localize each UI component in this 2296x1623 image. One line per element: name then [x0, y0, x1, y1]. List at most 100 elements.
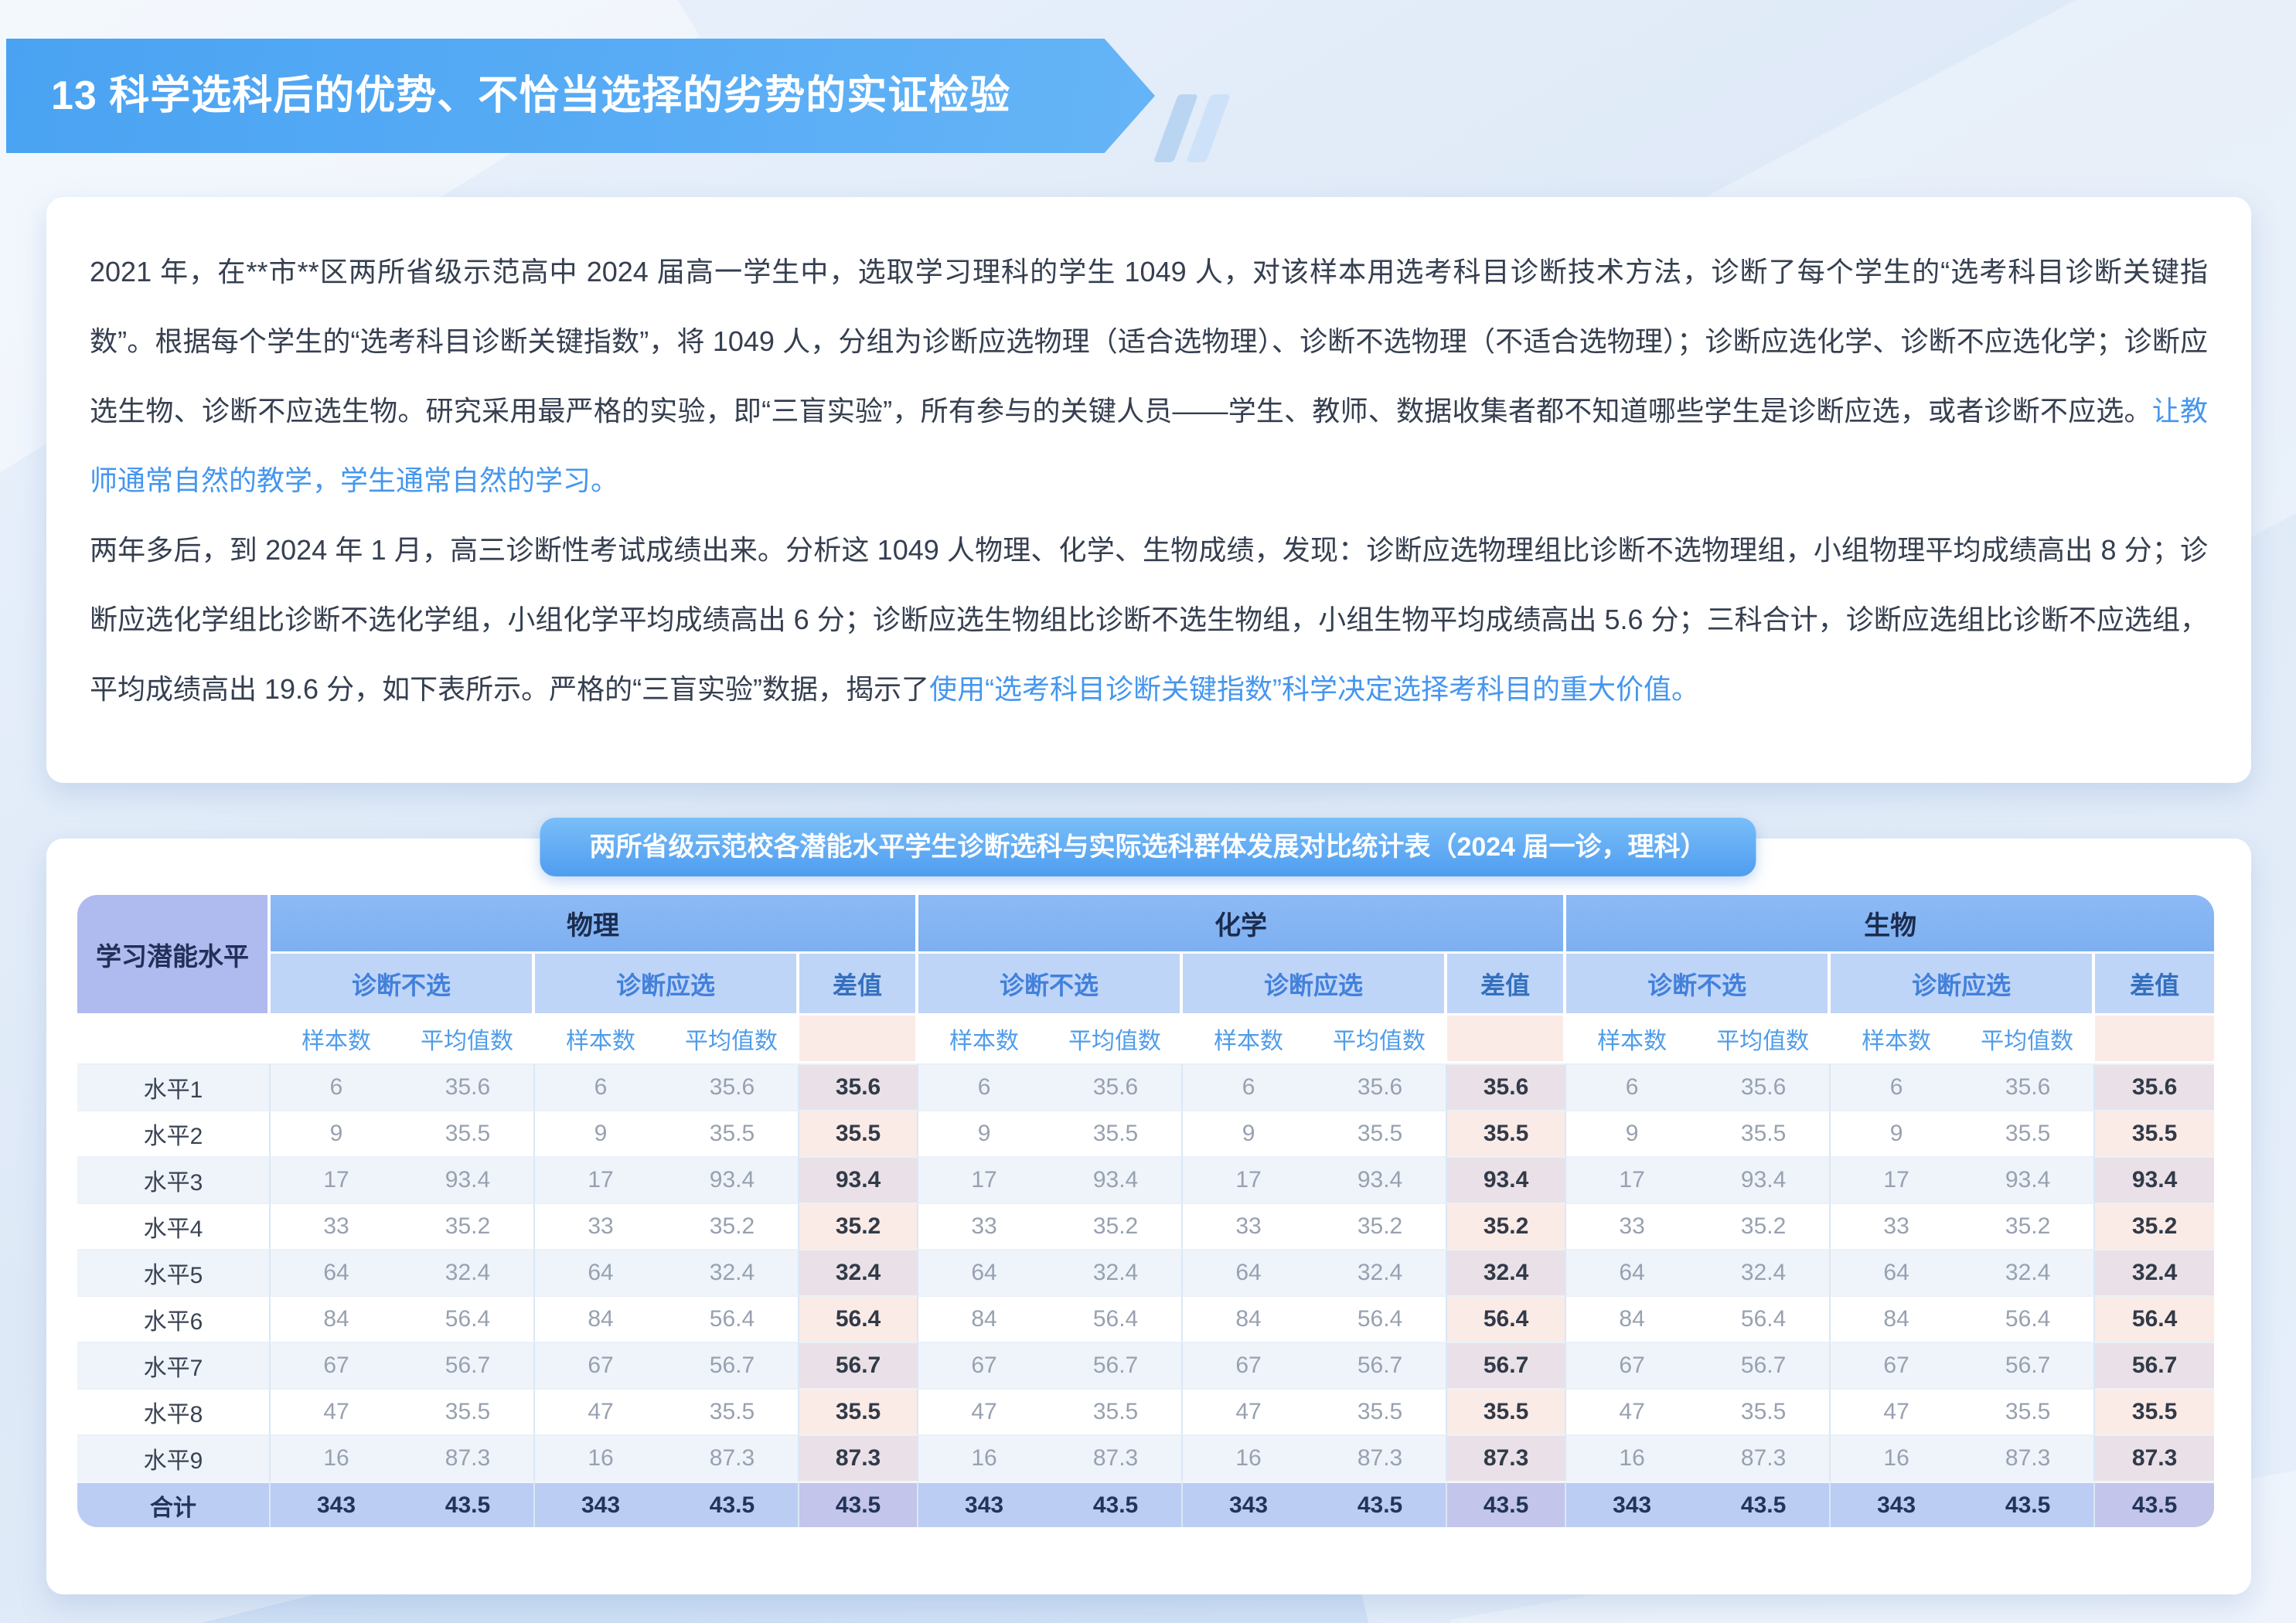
group-header-should-select: 诊断应选: [1831, 954, 2096, 1016]
mean-score-header: 平均值数: [1314, 1016, 1448, 1063]
diff-cell: 35.5: [1447, 1110, 1567, 1156]
sample-cell: 84: [1831, 1295, 1963, 1342]
sample-cell: 64: [1831, 1249, 1963, 1295]
sample-cell: 47: [1831, 1388, 1963, 1434]
diff-cell: 35.5: [2095, 1110, 2214, 1156]
level-cell: 水平6: [77, 1295, 271, 1342]
level-cell: 水平7: [77, 1342, 271, 1388]
mean-cell: 56.4: [1962, 1295, 2096, 1342]
mean-cell: 93.4: [1698, 1156, 1831, 1203]
subject-header: 物理: [271, 895, 919, 954]
mean-cell: 35.2: [1962, 1203, 2096, 1249]
level-cell: 水平5: [77, 1249, 271, 1295]
sample-cell: 9: [918, 1110, 1051, 1156]
mean-cell: 35.5: [1962, 1388, 2096, 1434]
sample-cell: 17: [535, 1156, 666, 1203]
sample-cell: 16: [1566, 1434, 1698, 1481]
diff-cell: 43.5: [1447, 1481, 1567, 1527]
diff-cell: 35.2: [799, 1203, 919, 1249]
sample-count-header: 样本数: [1831, 1016, 1963, 1063]
diff-cell: 93.4: [2095, 1156, 2214, 1203]
mean-cell: 35.5: [1050, 1388, 1184, 1434]
mean-cell: 56.4: [666, 1295, 799, 1342]
mean-cell: 56.7: [1698, 1342, 1831, 1388]
sample-cell: 64: [918, 1249, 1051, 1295]
blank-cell: [77, 1016, 271, 1063]
sample-cell: 33: [1831, 1203, 1963, 1249]
mean-cell: 43.5: [1962, 1481, 2096, 1527]
diff-header: 差值: [799, 954, 919, 1016]
mean-score-header: 平均值数: [1962, 1016, 2096, 1063]
mean-cell: 35.6: [1698, 1063, 1831, 1110]
diff-cell: 35.5: [799, 1110, 919, 1156]
diff-cell: 32.4: [799, 1249, 919, 1295]
mean-cell: 93.4: [402, 1156, 535, 1203]
sample-count-header: 样本数: [1566, 1016, 1698, 1063]
diff-blank-cell: [2095, 1016, 2214, 1063]
group-header-no-select: 诊断不选: [918, 954, 1184, 1016]
table-row: 水平3 17 93.4 17 93.4 93.4 17 93.4 17 93.4 93.4 17 93.…: [77, 1156, 2214, 1203]
mean-cell: 35.2: [1698, 1203, 1831, 1249]
diff-cell: 35.6: [799, 1063, 919, 1110]
sample-cell: 9: [1831, 1110, 1963, 1156]
table-title: 两所省级示范校各潜能水平学生诊断选科与实际选科群体发展对比统计表（2024 届一…: [589, 832, 1707, 862]
diff-cell: 93.4: [799, 1156, 919, 1203]
mean-cell: 35.5: [1050, 1110, 1184, 1156]
diff-cell: 35.2: [2095, 1203, 2214, 1249]
sample-cell: 343: [918, 1481, 1051, 1527]
diff-header: 差值: [1447, 954, 1567, 1016]
mean-cell: 35.6: [1050, 1063, 1184, 1110]
sample-count-header: 样本数: [271, 1016, 402, 1063]
table-row: 水平8 47 35.5 47 35.5 35.5 47 35.5 47 35.5 35.5 47 35.…: [77, 1388, 2214, 1434]
sample-cell: 84: [535, 1295, 666, 1342]
mean-cell: 56.4: [1698, 1295, 1831, 1342]
sample-cell: 33: [535, 1203, 666, 1249]
mean-cell: 43.5: [1314, 1481, 1448, 1527]
mean-cell: 87.3: [1050, 1434, 1184, 1481]
sample-cell: 17: [1831, 1156, 1963, 1203]
mean-cell: 87.3: [402, 1434, 535, 1481]
table-row: 水平1 6 35.6 6 35.6 35.6 6 35.6 6 35.6 35.6 6 35.6 6 35.…: [77, 1063, 2214, 1110]
mean-cell: 35.5: [402, 1388, 535, 1434]
mean-cell: 35.2: [666, 1203, 799, 1249]
mean-score-header: 平均值数: [666, 1016, 799, 1063]
diff-header: 差值: [2095, 954, 2214, 1016]
sample-cell: 67: [1566, 1342, 1698, 1388]
diff-cell: 35.5: [2095, 1388, 2214, 1434]
diff-cell: 87.3: [2095, 1434, 2214, 1481]
mean-cell: 87.3: [1698, 1434, 1831, 1481]
mean-cell: 87.3: [1314, 1434, 1448, 1481]
sample-cell: 47: [271, 1388, 402, 1434]
mean-cell: 35.5: [666, 1110, 799, 1156]
group-header-no-select: 诊断不选: [1566, 954, 1831, 1016]
section-header-banner: 13 科学选科后的优势、不恰当选择的劣势的实证检验: [6, 39, 1155, 153]
mean-cell: 35.5: [666, 1388, 799, 1434]
mean-cell: 43.5: [1050, 1481, 1184, 1527]
sample-cell: 16: [918, 1434, 1051, 1481]
paragraph-2-text: 两年多后，到 2024 年 1 月，高三诊断性考试成绩出来。分析这 1049 人…: [90, 534, 2208, 705]
diff-cell: 56.7: [799, 1342, 919, 1388]
diff-cell: 56.7: [2095, 1342, 2214, 1388]
sample-cell: 6: [918, 1063, 1051, 1110]
diff-cell: 43.5: [2095, 1481, 2214, 1527]
mean-cell: 87.3: [1962, 1434, 2096, 1481]
sample-cell: 67: [1183, 1342, 1315, 1388]
level-cell: 水平1: [77, 1063, 271, 1110]
table-card: 学习潜能水平 物理 化学 生物 诊断不选 诊断应选 差值 诊断不选 诊断应选 差值 诊断不选 诊断应选…: [46, 839, 2251, 1594]
sample-cell: 67: [1831, 1342, 1963, 1388]
mean-cell: 35.5: [402, 1110, 535, 1156]
table-row: 水平4 33 35.2 33 35.2 35.2 33 35.2 33 35.2 35.2 33 35.…: [77, 1203, 2214, 1249]
mean-cell: 35.6: [666, 1063, 799, 1110]
mean-cell: 56.4: [1050, 1295, 1184, 1342]
mean-cell: 56.7: [1962, 1342, 2096, 1388]
sample-cell: 64: [1183, 1249, 1315, 1295]
mean-cell: 35.6: [1962, 1063, 2096, 1110]
mean-cell: 35.6: [402, 1063, 535, 1110]
mean-cell: 56.7: [402, 1342, 535, 1388]
sample-cell: 33: [271, 1203, 402, 1249]
mean-cell: 35.5: [1698, 1110, 1831, 1156]
sample-cell: 9: [1183, 1110, 1315, 1156]
level-cell: 水平9: [77, 1434, 271, 1481]
sample-cell: 47: [1183, 1388, 1315, 1434]
mean-cell: 32.4: [1962, 1249, 2096, 1295]
